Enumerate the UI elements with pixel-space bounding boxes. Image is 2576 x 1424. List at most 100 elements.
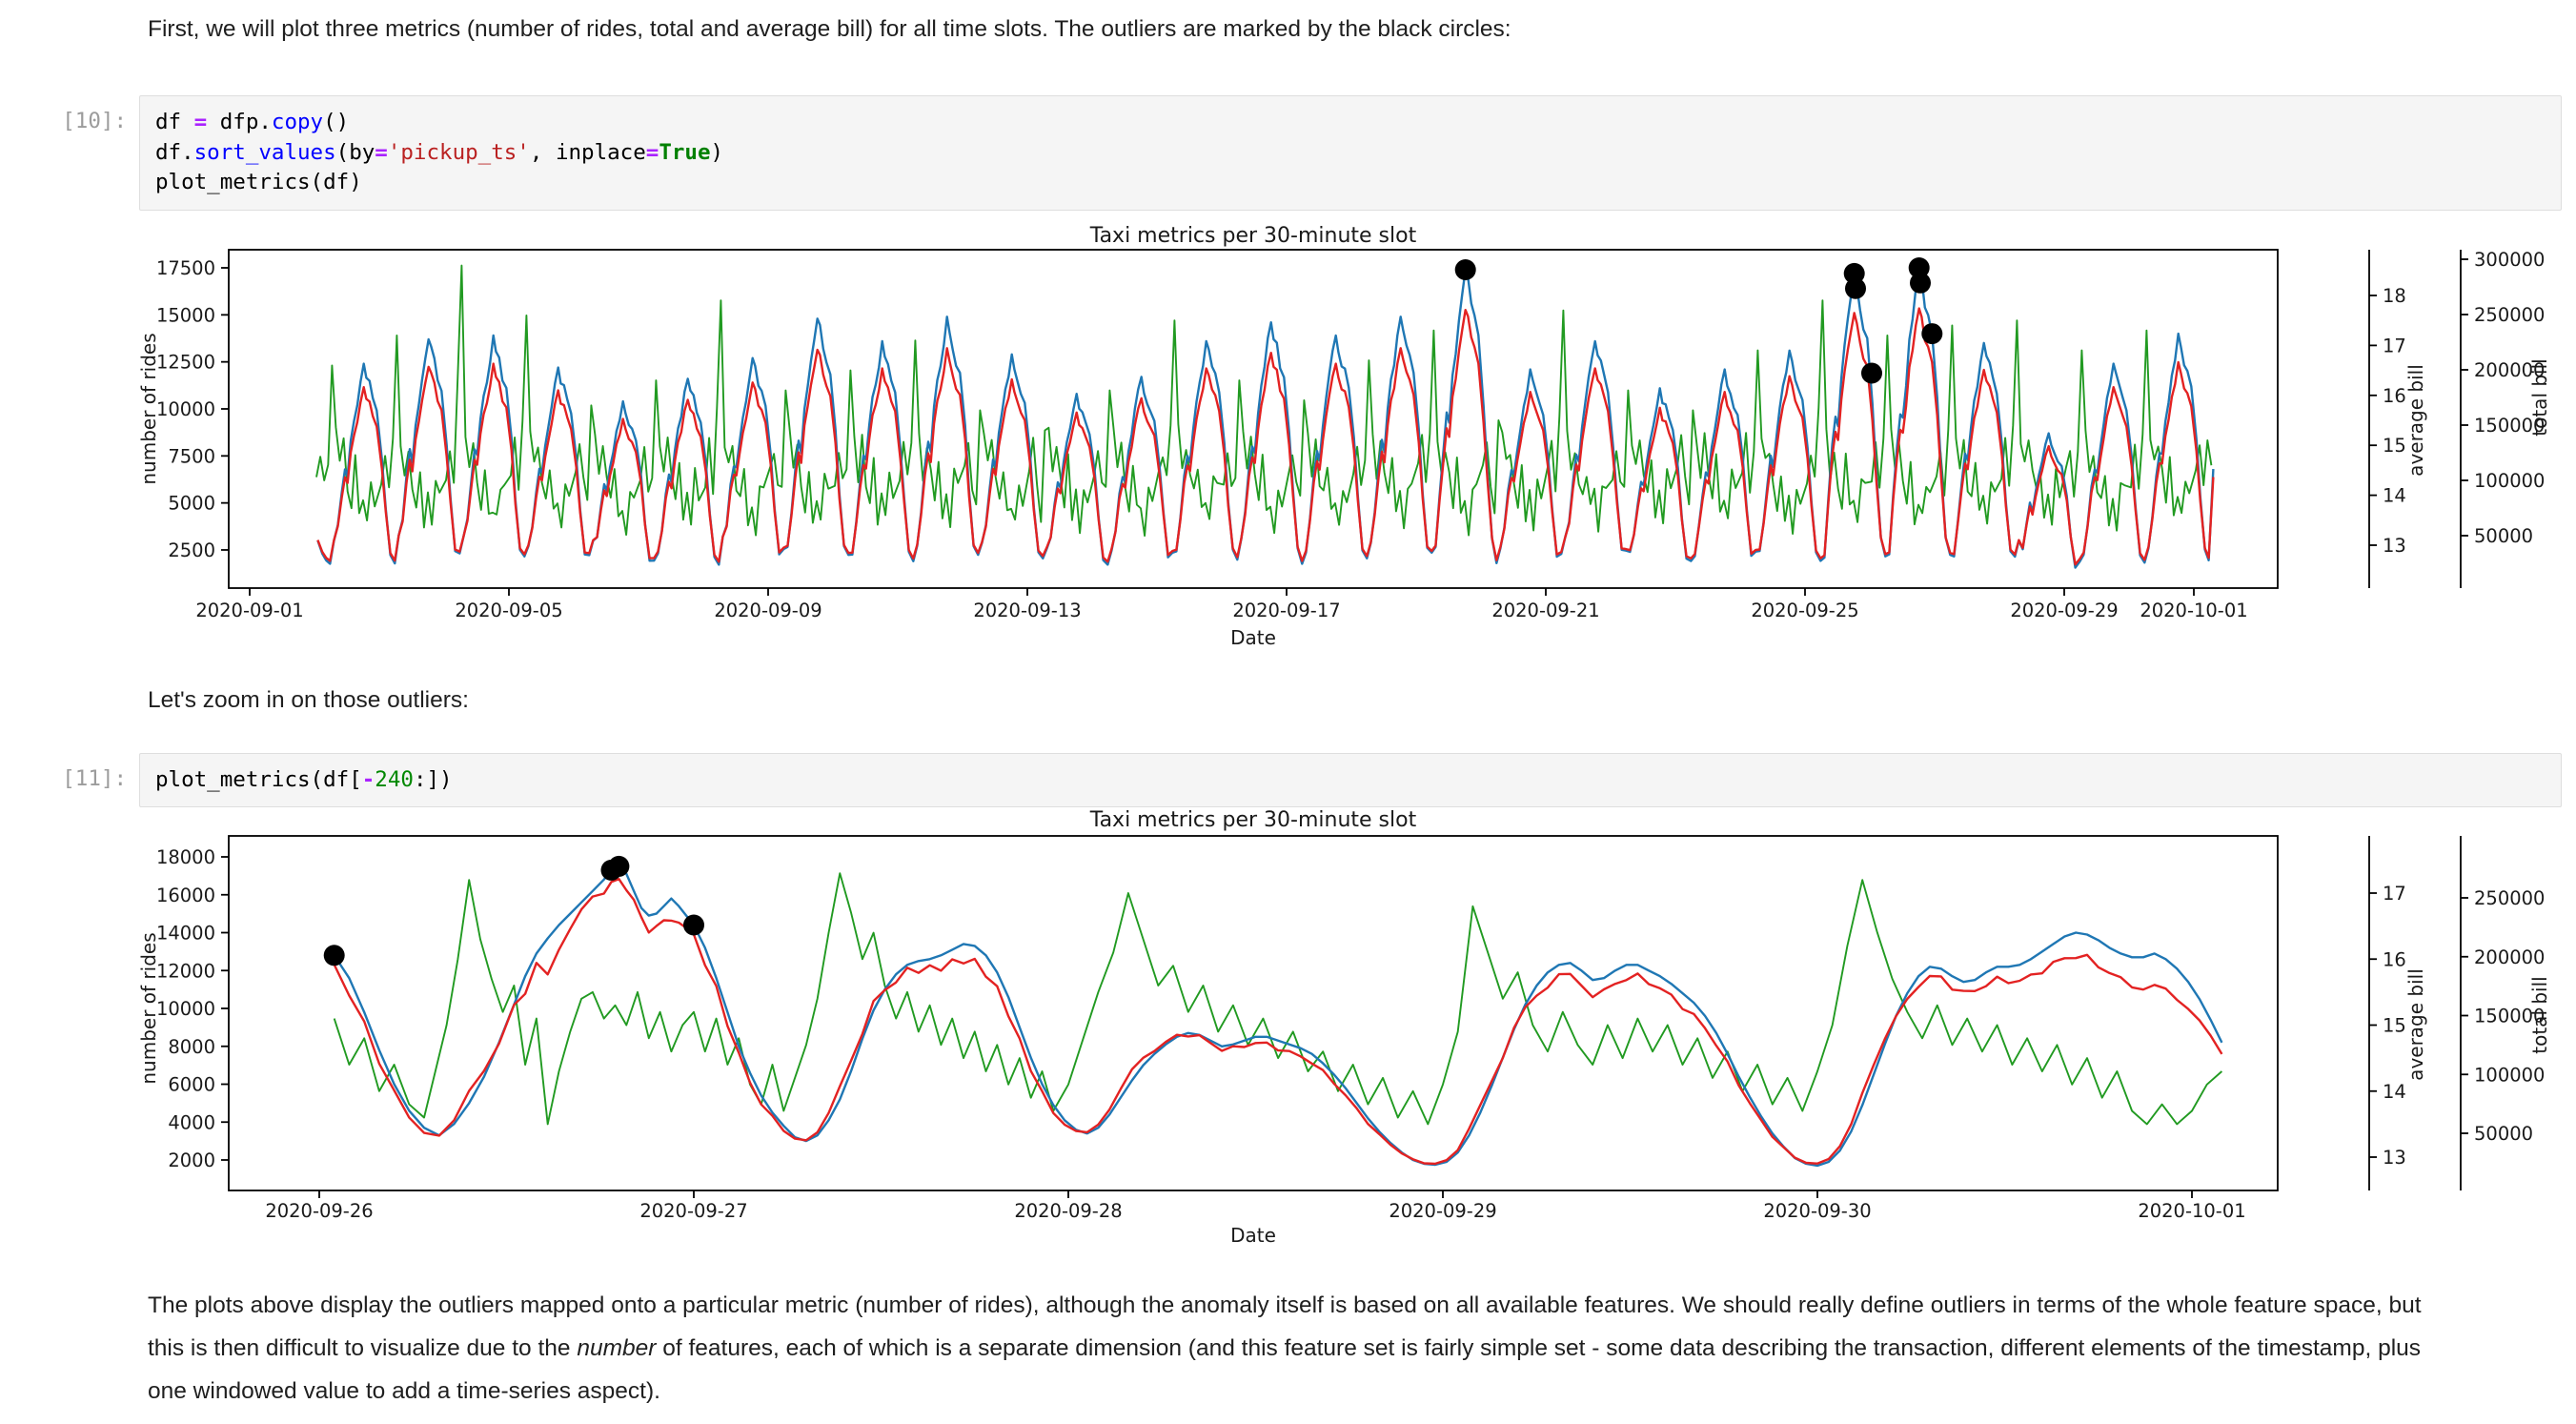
date-tick-label: 2020-09-26: [265, 1200, 373, 1222]
rides-tick-label: 8000: [168, 1036, 215, 1058]
avg-bill-axis: [2368, 836, 2377, 1190]
rides-tick-label: 12000: [156, 960, 215, 982]
code-input-10[interactable]: df = dfp.copy() df.sort_values(by='picku…: [139, 95, 2562, 211]
outro-text-italic: number: [577, 1335, 657, 1361]
avg-tick-label: 14: [2383, 1081, 2406, 1103]
code-token: True: [659, 139, 711, 165]
total-tick-label: 100000: [2474, 470, 2545, 492]
outro-text-before: The plots above display the outliers map…: [148, 1292, 2422, 1361]
total-tick-label: 50000: [2474, 1123, 2533, 1145]
figure-2: Taxi metrics per 30-minute slot 18000 1600…: [0, 809, 2576, 1257]
code-token: plot_metrics(df): [155, 170, 362, 194]
date-tick-label: 2020-09-21: [1491, 600, 1599, 621]
date-tick-label: 2020-09-05: [455, 600, 562, 621]
rides-axis: [221, 266, 229, 551]
rides-tick-label: 17500: [156, 257, 215, 279]
total-bill-axis: [2460, 836, 2468, 1190]
code-token: dfp.: [207, 110, 272, 134]
x-axis-label: Date: [1230, 1224, 1276, 1247]
rides-axis-label: number of rides: [137, 333, 160, 484]
code-token: =: [375, 139, 388, 165]
rides-tick-label: 16000: [156, 885, 215, 906]
rides-tick-label: 2000: [168, 1149, 215, 1171]
avg-tick-label: 16: [2383, 384, 2406, 406]
outlier-marker: [1910, 272, 1931, 294]
code-token: =: [193, 110, 208, 134]
code-token: 'pickup_ts': [387, 139, 530, 165]
rides-tick-label: 18000: [156, 846, 215, 868]
code-token: =: [645, 139, 659, 165]
date-tick-label: 2020-09-17: [1232, 600, 1340, 621]
code-10-text: df = dfp.copy() df.sort_values(by='picku…: [155, 108, 2546, 198]
code-token: df: [155, 110, 194, 134]
avg-axis-label: average bill: [2404, 968, 2427, 1081]
average-bill-series-line: [315, 264, 2213, 537]
avg-axis-label: average bill: [2404, 364, 2427, 477]
rides-tick-label: 4000: [168, 1111, 215, 1133]
date-tick-label: 2020-09-29: [2010, 600, 2118, 621]
plot-frame: [228, 248, 2279, 589]
total-tick-label: 50000: [2474, 525, 2533, 547]
outlier-marker: [683, 914, 704, 936]
date-tick-label: 2020-09-13: [973, 600, 1081, 621]
cell-prompt-10: [10]:: [62, 109, 127, 133]
rides-axis: [221, 856, 229, 1161]
code-token: (): [323, 110, 350, 134]
rides-tick-label: 10000: [156, 397, 215, 419]
total-tick-label: 300000: [2474, 249, 2545, 271]
markdown-cell-intro: First, we will plot three metrics (numbe…: [148, 0, 2576, 44]
outlier-marker: [1921, 322, 1943, 344]
code-token: , inplace: [529, 139, 646, 165]
rides-tick-label: 14000: [156, 923, 215, 945]
rides-tick-label: 15000: [156, 304, 215, 326]
figure-1: Taxi metrics per 30-minute slot 17500 1500…: [0, 219, 2576, 658]
total-tick-label: 100000: [2474, 1064, 2545, 1086]
total-tick-label: 200000: [2474, 359, 2545, 381]
date-tick-label: 2020-09-29: [1389, 1200, 1496, 1222]
chart-title: Taxi metrics per 30-minute slot: [1089, 224, 1417, 248]
avg-tick-label: 18: [2383, 285, 2406, 307]
total-bill-series-line: [333, 877, 2223, 1166]
rides-tick-label: 5000: [168, 492, 215, 514]
chart-title: Taxi metrics per 30-minute slot: [1089, 809, 1417, 832]
rides-tick-label: 10000: [156, 998, 215, 1020]
outlier-marker: [1843, 262, 1865, 284]
date-tick-label: 2020-09-01: [195, 600, 303, 621]
avg-tick-label: 15: [2383, 435, 2406, 457]
code-token: 240: [375, 766, 414, 792]
code-11-text: plot_metrics(df[-240:]): [155, 765, 2546, 796]
rides-axis-label: number of rides: [137, 932, 160, 1084]
date-tick-label: 2020-09-30: [1763, 1200, 1871, 1222]
cell-prompt-11: [11]:: [62, 765, 127, 791]
outlier-marker: [1845, 277, 1866, 299]
rides-tick-label: 7500: [168, 445, 215, 467]
outlier-marker: [323, 945, 345, 966]
code-input-11[interactable]: plot_metrics(df[-240:]): [139, 752, 2562, 807]
taxi-metrics-chart-full: Taxi metrics per 30-minute slot 17500 1500…: [137, 224, 2551, 649]
code-token: ): [710, 139, 724, 165]
x-axis: [249, 587, 2195, 596]
outro-text-after: of features, each of which is a separate…: [148, 1335, 2422, 1404]
avg-tick-label: 17: [2383, 335, 2406, 356]
rides-series-line: [333, 865, 2223, 1168]
markdown-cell-zoom: Let's zoom in on those outliers:: [148, 686, 2576, 715]
code-token: copy: [271, 110, 324, 134]
total-tick-label: 150000: [2474, 415, 2545, 437]
intro-text: First, we will plot three metrics (numbe…: [148, 16, 1511, 42]
x-axis-label: Date: [1230, 626, 1276, 649]
code-token: df.: [155, 139, 194, 165]
outlier-marker: [1861, 362, 1882, 383]
avg-tick-label: 17: [2383, 883, 2406, 905]
avg-tick-label: 16: [2383, 948, 2406, 970]
date-tick-label: 2020-09-09: [714, 600, 821, 621]
date-tick-label: 2020-10-01: [2140, 600, 2247, 621]
total-tick-label: 250000: [2474, 887, 2545, 909]
total-bill-axis: [2460, 249, 2468, 588]
code-cell-11: [11]: plot_metrics(df[-240:]): [0, 752, 2562, 807]
rides-series-line: [316, 266, 2215, 569]
zoom-text: Let's zoom in on those outliers:: [148, 686, 469, 713]
rides-tick-label: 12500: [156, 351, 215, 373]
total-bill-series-line: [316, 306, 2215, 565]
date-tick-label: 2020-10-01: [2138, 1200, 2245, 1222]
date-tick-label: 2020-09-27: [639, 1200, 747, 1222]
